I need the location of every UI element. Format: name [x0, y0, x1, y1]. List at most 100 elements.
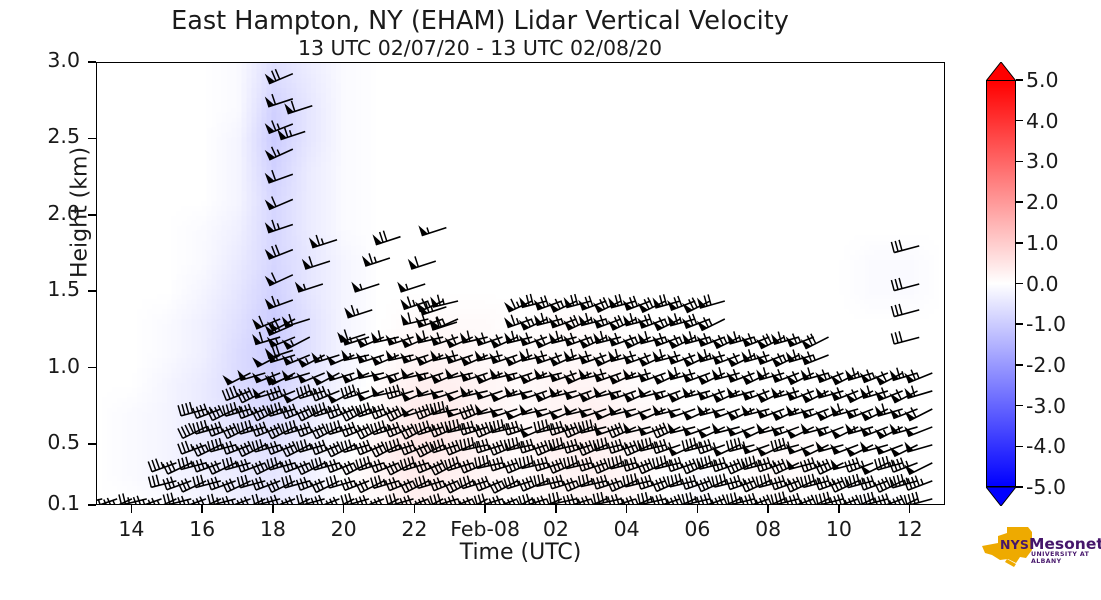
x-tick-label: 08: [755, 517, 782, 541]
wind-barb: [607, 422, 637, 439]
wind-barb: [518, 475, 548, 492]
wind-barb: [415, 385, 444, 398]
colorbar-tick-mark: [1016, 201, 1023, 203]
wind-barb: [873, 476, 904, 493]
wind-barb: [785, 443, 815, 455]
y-tick-mark: [88, 137, 96, 140]
wind-barb: [888, 457, 918, 473]
wind-barb: [548, 408, 577, 421]
wind-barb: [741, 426, 770, 439]
new-york-state-outline-icon: [982, 527, 1032, 567]
wind-barb: [696, 426, 726, 439]
x-tick-mark: [130, 505, 133, 513]
wind-barb-overlay: [97, 68, 933, 504]
wind-barb: [177, 478, 207, 493]
colorbar-tick-label: 2.0: [1026, 190, 1059, 215]
wind-barb: [578, 390, 607, 403]
wind-barb: [459, 436, 488, 452]
wind-barb: [340, 372, 370, 384]
x-tick-label: 20: [330, 517, 357, 541]
wind-barb: [430, 388, 459, 400]
wind-barb: [264, 146, 294, 161]
wind-barb: [533, 419, 562, 434]
colorbar-tick-mark: [1016, 323, 1023, 325]
logo-university-text: UNIVERSITY AT ALBANY: [1031, 551, 1090, 565]
wind-barb: [652, 389, 681, 401]
wind-barb: [444, 479, 474, 494]
wind-barb: [418, 225, 447, 237]
wind-barb: [264, 371, 294, 386]
nys-mesonet-logo[interactable]: NYS Mesonet UNIVERSITY AT ALBANY: [976, 522, 1101, 574]
wind-barb: [578, 406, 607, 419]
wind-barb: [844, 457, 874, 473]
wind-barb: [264, 321, 294, 337]
colorbar-tick-mark: [1016, 486, 1023, 488]
colorbar-tick-label: -5.0: [1026, 475, 1066, 499]
colorbar-tick-label: -2.0: [1026, 352, 1066, 377]
wind-barb: [577, 419, 607, 434]
wind-barb: [284, 100, 313, 115]
wind-barb: [695, 438, 726, 455]
wind-barb: [264, 219, 294, 234]
colorbar-tick-mark: [1016, 364, 1023, 366]
y-tick-label: 0.1: [47, 491, 80, 515]
wind-barb: [577, 440, 607, 457]
wind-barb: [800, 333, 829, 350]
wind-barb: [489, 350, 518, 365]
x-tick-mark: [272, 505, 274, 513]
wind-barb: [192, 474, 222, 489]
wind-barb: [518, 388, 548, 400]
wind-barb: [237, 369, 266, 382]
wind-barb: [407, 256, 437, 270]
x-tick-label: 02: [542, 517, 569, 541]
wind-barb: [681, 368, 711, 383]
logo-mesonet-text: Mesonet: [1029, 535, 1101, 553]
wind-barb: [281, 336, 311, 350]
colorbar-gradient: [986, 80, 1016, 487]
wind-barb: [622, 334, 652, 349]
wind-barb: [740, 455, 770, 471]
colorbar: -5.0 -4.0 -3.0 -2.0 -1.0 0.0 1.0 2.0 3.0 4.0 5.0: [986, 62, 1066, 506]
wind-barb: [903, 491, 933, 504]
wind-barb: [310, 385, 340, 402]
wind-barb: [340, 460, 370, 476]
colorbar-tick-mark: [1016, 160, 1023, 163]
wind-barb: [740, 476, 770, 493]
y-tick-mark: [88, 290, 96, 292]
wind-barb: [548, 386, 577, 398]
wind-barb: [889, 444, 918, 458]
wind-barb: [563, 389, 592, 401]
wind-barb: [741, 443, 770, 455]
wind-barb: [562, 477, 592, 492]
wind-barb: [622, 390, 652, 403]
x-tick-mark: [908, 505, 911, 513]
x-axis-label: Time (UTC): [459, 540, 582, 565]
wind-barb: [563, 404, 592, 416]
colorbar-tick-mark: [1016, 119, 1023, 122]
wind-barb: [889, 423, 918, 435]
colorbar-tick-label: -4.0: [1026, 434, 1066, 459]
wind-barb: [371, 330, 399, 344]
y-tick-label: 2.0: [47, 200, 80, 225]
wind-barb: [592, 368, 622, 383]
x-tick-label: 06: [684, 517, 711, 541]
x-tick-mark: [484, 505, 486, 513]
colorbar-tick-label: -3.0: [1026, 393, 1066, 418]
wind-barb: [800, 444, 829, 457]
wind-barb: [361, 253, 391, 267]
y-tick-mark: [88, 366, 96, 369]
wind-barb: [474, 388, 503, 400]
wind-barb: [859, 441, 889, 453]
wind-barb: [415, 370, 444, 382]
wind-barb: [548, 491, 577, 504]
wind-barb: [845, 367, 874, 382]
wind-barb: [608, 404, 637, 416]
wind-barb: [904, 426, 933, 438]
wind-barb: [890, 239, 920, 254]
y-tick-label: 2.5: [47, 124, 80, 149]
wind-barb: [344, 304, 373, 319]
wind-barb: [637, 492, 666, 504]
wind-barb: [264, 169, 294, 184]
wind-barb: [607, 389, 637, 401]
wind-barb: [252, 331, 281, 346]
